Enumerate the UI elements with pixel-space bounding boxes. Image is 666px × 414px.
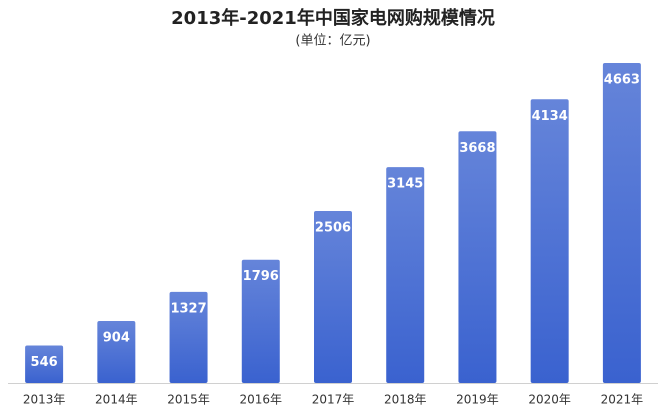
x-tick-label: 2020年: [528, 393, 571, 407]
chart-subtitle: (单位：亿元): [295, 34, 370, 49]
bar: [386, 167, 425, 383]
x-tick-label: 2021年: [601, 393, 644, 407]
bar: [25, 345, 64, 383]
data-label: 1796: [243, 269, 279, 284]
data-label: 4134: [532, 109, 568, 124]
x-tick-label: 2019年: [456, 393, 499, 407]
bar: [530, 99, 569, 384]
data-label: 4663: [604, 73, 640, 88]
x-tick-label: 2013年: [23, 393, 66, 407]
data-label: 1327: [170, 301, 206, 316]
x-tick-label: 2018年: [384, 393, 427, 407]
bar: [458, 131, 497, 383]
x-tick-label: 2015年: [167, 393, 210, 407]
data-label: 2506: [315, 221, 351, 236]
x-tick-label: 2014年: [95, 393, 138, 407]
bar: [97, 320, 136, 383]
bar: [602, 63, 641, 383]
data-label: 3145: [387, 177, 423, 192]
data-label: 904: [103, 330, 130, 345]
bar: [241, 259, 280, 383]
data-label: 546: [31, 355, 58, 370]
x-tick-label: 2016年: [240, 393, 283, 407]
bar: [314, 211, 352, 383]
x-tick-label: 2017年: [312, 393, 355, 407]
chart-title: 2013年-2021年中国家电网购规模情况: [171, 7, 495, 29]
bar: [169, 291, 208, 383]
data-label: 3668: [459, 141, 495, 156]
